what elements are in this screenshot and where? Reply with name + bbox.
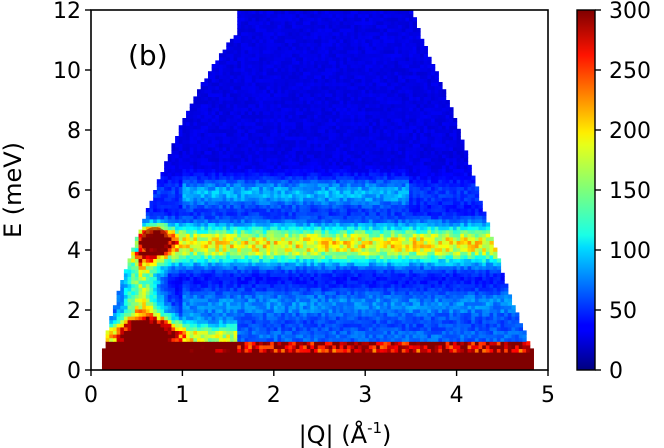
x-tick-label: 1 — [175, 383, 189, 408]
colorbar-tick-label: 300 — [609, 0, 651, 24]
y-tick-label: 12 — [53, 0, 81, 24]
x-tick-label: 5 — [541, 383, 555, 408]
colorbar-tick-label: 100 — [609, 239, 651, 264]
feature-low-q-excitation-hotspot — [140, 227, 169, 255]
colorbar-gradient — [577, 10, 595, 370]
colorbar-tick-label: 150 — [609, 179, 651, 204]
y-tick-label: 2 — [67, 299, 81, 324]
y-axis: 0 2 4 6 8 10 12 — [53, 0, 91, 384]
y-tick-label: 6 — [67, 179, 81, 204]
y-axis-label: E (meV) — [0, 142, 27, 238]
x-tick-label: 4 — [450, 383, 464, 408]
heatmap-cells — [101, 10, 534, 370]
x-tick-label: 0 — [84, 383, 98, 408]
colorbar-tick-label: 50 — [609, 299, 637, 324]
colorbar-ticks: 0 50 100 150 200 250 300 — [595, 0, 651, 384]
intensity-marks — [140, 227, 169, 255]
y-tick-label: 4 — [67, 239, 81, 264]
x-axis: 0 1 2 3 4 5 — [84, 370, 555, 408]
x-tick-label: 2 — [267, 383, 281, 408]
y-tick-label: 0 — [67, 359, 81, 384]
y-tick-label: 10 — [53, 59, 81, 84]
colorbar-tick-label: 200 — [609, 119, 651, 144]
colorbar: 0 50 100 150 200 250 300 — [576, 0, 651, 384]
panel-annotation: (b) — [128, 39, 168, 72]
colorbar-tick-label: 250 — [609, 59, 651, 84]
x-tick-label: 3 — [358, 383, 372, 408]
heatmap — [91, 10, 548, 370]
y-tick-label: 8 — [67, 119, 81, 144]
colorbar-tick-label: 0 — [609, 359, 623, 384]
x-axis-label: |Q| (Å-1) — [299, 419, 392, 448]
